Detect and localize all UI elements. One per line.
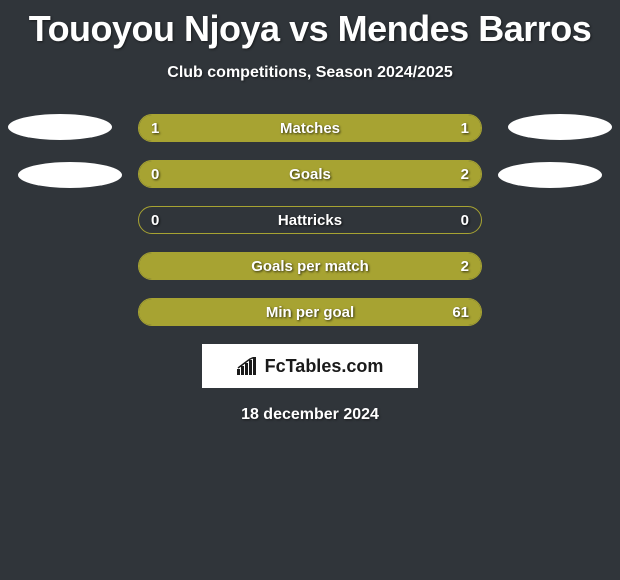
player2-club-placeholder (498, 162, 602, 188)
player2-bar-fill (139, 253, 481, 279)
player2-bar-fill (139, 299, 481, 325)
player1-avatar-placeholder (8, 114, 112, 140)
stat-row: 02Goals (138, 160, 482, 188)
snapshot-date: 18 december 2024 (0, 406, 620, 424)
player1-value: 0 (151, 207, 159, 233)
comparison-title: Touoyou Njoya vs Mendes Barros (0, 0, 620, 50)
player1-club-placeholder (18, 162, 122, 188)
vs-label: vs (289, 8, 328, 49)
player2-name: Mendes Barros (338, 8, 592, 49)
season-subtitle: Club competitions, Season 2024/2025 (0, 64, 620, 82)
player2-value: 0 (461, 207, 469, 233)
stat-row: 0 0Hattricks (138, 206, 482, 234)
comparison-chart: 11Matches 02Goals 0 0Hattricks 2Goals per ma… (0, 114, 620, 424)
logo-text: FcTables.com (237, 356, 384, 377)
logo-label: FcTables.com (265, 356, 384, 377)
stat-row: 61Min per goal (138, 298, 482, 326)
stat-row: 2Goals per match (138, 252, 482, 280)
player2-bar-fill (201, 161, 481, 187)
player2-bar-fill (310, 115, 481, 141)
player1-bar-fill (139, 115, 310, 141)
stat-label: Hattricks (139, 207, 481, 233)
player1-name: Touoyou Njoya (29, 8, 280, 49)
player1-bar-fill (139, 161, 201, 187)
source-logo: FcTables.com (202, 344, 418, 388)
bar-chart-icon (237, 357, 259, 375)
stat-row: 11Matches (138, 114, 482, 142)
player2-avatar-placeholder (508, 114, 612, 140)
bars-container: 11Matches 02Goals 0 0Hattricks 2Goals per ma… (0, 114, 620, 326)
